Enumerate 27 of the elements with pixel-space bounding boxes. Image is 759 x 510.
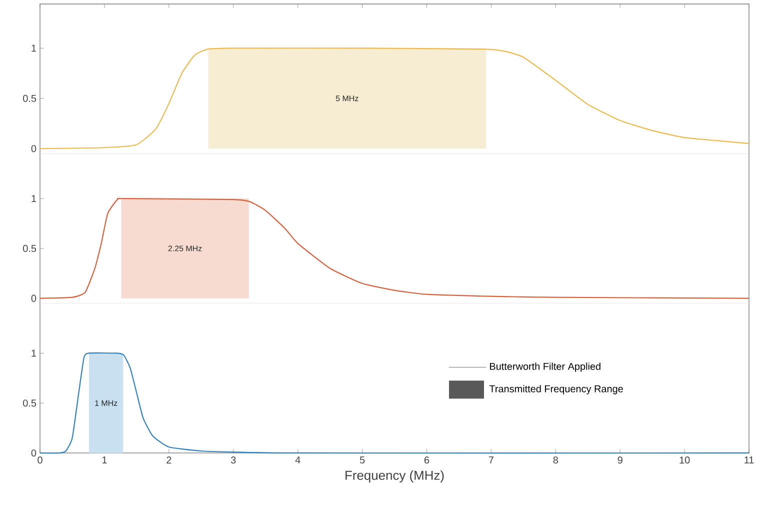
line-series: [39, 48, 750, 150]
annotation: Butterworth Filter Applied: [490, 362, 600, 372]
x-tick-label: 6: [424, 456, 430, 464]
y-tick-label: 0: [31, 294, 36, 302]
y-tick-label: 1: [32, 44, 36, 52]
line-series: [39, 352, 750, 454]
x-tick-label: 11: [744, 456, 754, 464]
annotation: Transmitted Frequency Range: [489, 385, 623, 394]
x-tick-label: 0: [38, 456, 42, 464]
x-tick-label: 2: [166, 456, 172, 464]
x-tick-label: 9: [618, 456, 622, 464]
x-tick-label: 5: [360, 456, 365, 464]
y-tick-label: 1: [32, 350, 36, 357]
x-tick-label: 7: [488, 456, 494, 464]
line-series: [39, 198, 750, 299]
x-axis-title: Frequency (MHz): [346, 470, 444, 482]
y-tick-label: 0: [31, 145, 36, 152]
x-tick-label: 1: [102, 456, 107, 464]
y-tick-label: 1: [32, 195, 36, 202]
x-tick-label: 10: [680, 456, 690, 464]
y-tick-label: 0: [31, 449, 36, 457]
y-tick-label: 0.5: [23, 244, 36, 252]
y-tick-label: 0.5: [23, 400, 36, 407]
y-tick-label: 0.5: [23, 94, 36, 102]
x-tick-label: 8: [553, 456, 558, 464]
x-tick-label: 4: [295, 456, 300, 464]
x-tick-label: 3: [230, 456, 236, 464]
